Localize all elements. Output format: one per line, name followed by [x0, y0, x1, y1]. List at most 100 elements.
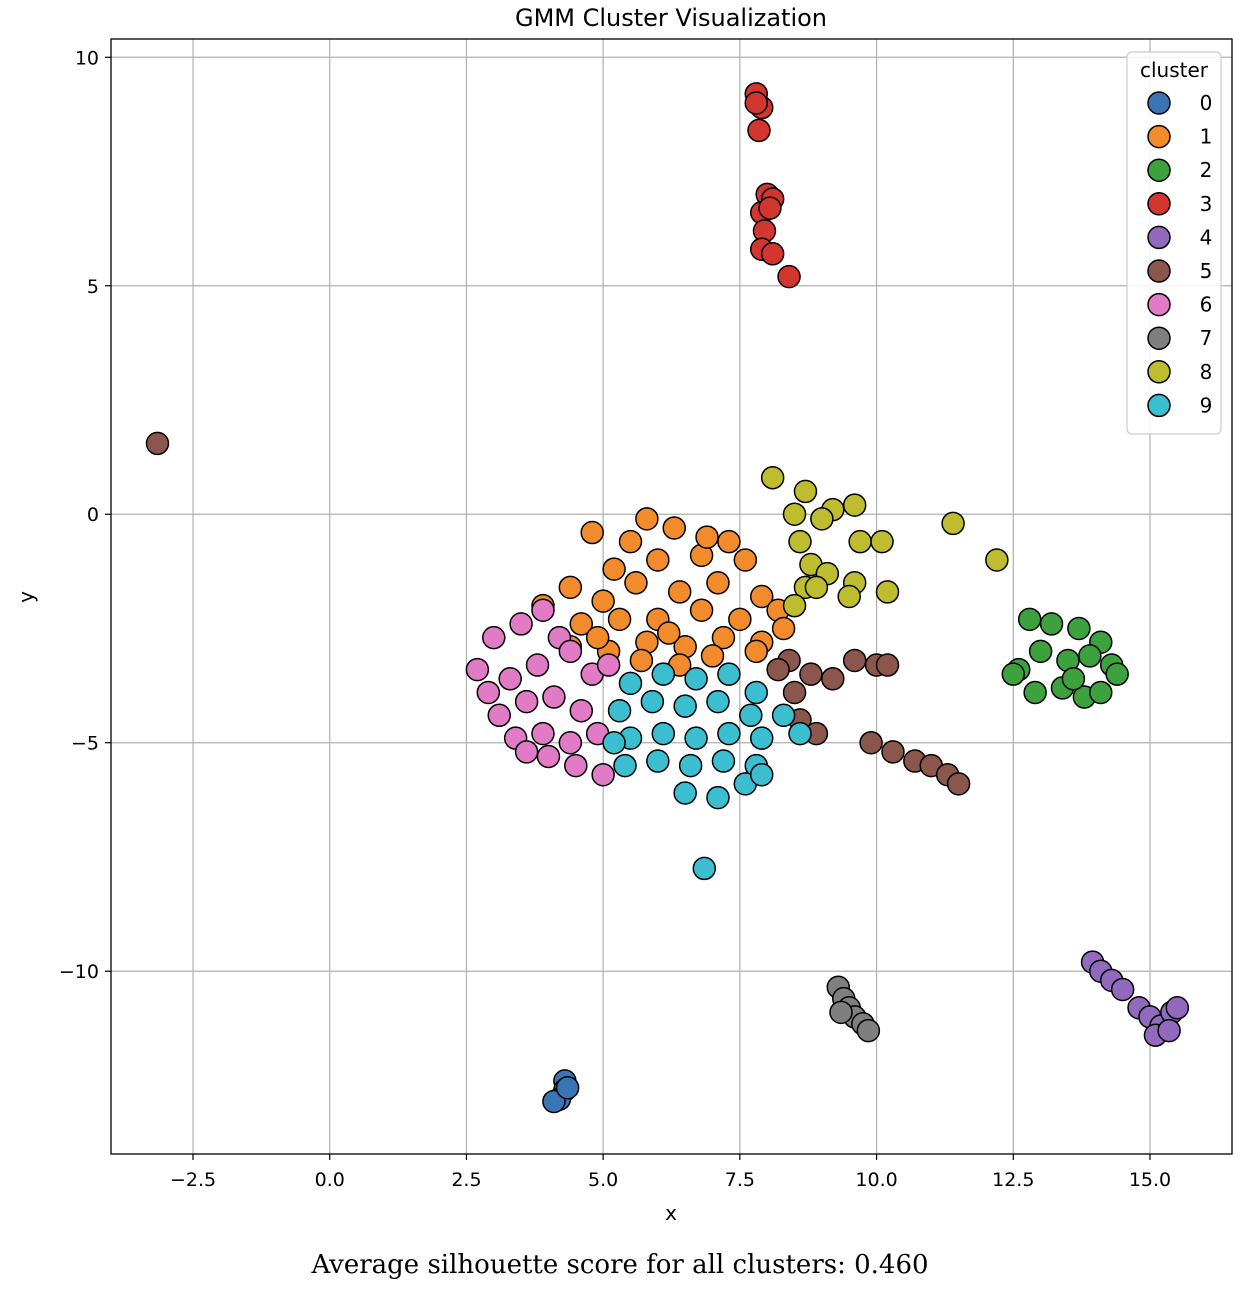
legend-marker-2 [1147, 158, 1171, 182]
point-cluster-1 [580, 520, 604, 545]
point-cluster-8 [842, 493, 867, 517]
point-cluster-1 [624, 571, 648, 595]
point-cluster-0 [555, 1075, 580, 1100]
point-cluster-9 [640, 689, 665, 714]
legend-marker-4 [1147, 225, 1171, 250]
point-cluster-9 [673, 781, 697, 805]
point-cluster-9 [646, 749, 670, 773]
point-cluster-1 [635, 507, 659, 531]
point-cluster-6 [569, 698, 594, 723]
y-tick-label: 10 [75, 47, 99, 69]
point-cluster-2 [1039, 612, 1064, 636]
point-cluster-1 [717, 529, 741, 554]
point-cluster-9 [684, 726, 708, 750]
point-cluster-6 [558, 639, 583, 664]
point-cluster-1 [744, 639, 769, 664]
scatter-chart: GMM Cluster Visualization −2.5 0.0 2.5 5.0 7… [14, 4, 1233, 1225]
legend-label: 4 [1200, 225, 1213, 249]
point-cluster-8 [782, 593, 807, 618]
point-cluster-8 [788, 529, 812, 554]
point-cluster-7 [856, 1018, 881, 1043]
point-cluster-6 [525, 653, 550, 677]
legend-label: 2 [1200, 158, 1213, 182]
x-tick-label: 2.5 [451, 1169, 481, 1191]
point-cluster-9 [788, 721, 812, 746]
point-cluster-6 [514, 740, 539, 764]
point-cluster-6 [596, 653, 621, 677]
axis-ticks: −2.5 0.0 2.5 5.0 7.5 10.0 12.5 15.0 10 5 0 −5 −10 [59, 47, 1171, 1191]
point-cluster-5 [821, 667, 845, 691]
point-cluster-6 [487, 703, 511, 728]
point-cluster-9 [651, 662, 676, 686]
point-cluster-2 [1105, 662, 1129, 686]
point-cluster-1 [667, 580, 692, 604]
point-cluster-9 [678, 753, 703, 778]
point-cluster-1 [771, 616, 796, 641]
point-cluster-1 [591, 589, 615, 613]
point-cluster-6 [482, 625, 506, 650]
point-cluster-6 [498, 667, 522, 691]
point-cluster-6 [558, 730, 583, 755]
point-cluster-1 [662, 516, 686, 540]
legend-label: 0 [1200, 91, 1213, 115]
point-cluster-1 [733, 548, 758, 572]
legend-label: 1 [1200, 125, 1213, 149]
point-cluster-5 [766, 657, 790, 682]
point-cluster-9 [717, 662, 741, 686]
legend-label: 5 [1200, 259, 1213, 283]
point-cluster-9 [692, 856, 717, 881]
point-cluster-9 [607, 698, 632, 723]
legend: cluster 0 1 2 3 4 5 6 7 8 9 [1126, 51, 1222, 435]
point-cluster-1 [607, 607, 632, 632]
point-cluster-1 [558, 575, 583, 600]
plot-frame [110, 38, 1233, 1155]
point-cluster-6 [542, 685, 566, 709]
legend-marker-6 [1147, 292, 1171, 317]
point-cluster-6 [591, 762, 615, 787]
silhouette-caption: Average silhouette score for all cluster… [311, 1250, 929, 1280]
point-cluster-8 [870, 529, 894, 554]
point-cluster-5 [799, 662, 823, 686]
point-cluster-6 [536, 744, 561, 769]
legend-label: 9 [1200, 393, 1213, 417]
point-cluster-8 [760, 465, 785, 490]
point-cluster-9 [749, 726, 774, 750]
point-cluster-8 [941, 511, 965, 536]
point-cluster-9 [673, 694, 697, 718]
x-tick-label: 12.5 [992, 1169, 1034, 1191]
point-cluster-8 [810, 507, 834, 531]
point-cluster-6 [476, 680, 501, 705]
point-cluster-2 [1089, 680, 1113, 705]
x-tick-label: 15.0 [1129, 1169, 1171, 1191]
point-cluster-9 [744, 680, 769, 705]
x-tick-label: 10.0 [855, 1169, 897, 1191]
y-tick-label: −10 [59, 961, 99, 983]
legend-marker-9 [1147, 393, 1171, 418]
point-cluster-1 [657, 621, 681, 645]
point-cluster-9 [613, 753, 637, 778]
point-cluster-9 [706, 785, 730, 810]
point-cluster-9 [711, 749, 736, 773]
data-points [145, 82, 1190, 1114]
point-cluster-1 [689, 598, 714, 622]
point-cluster-1 [706, 571, 730, 595]
point-cluster-5 [782, 680, 807, 705]
point-cluster-3 [747, 118, 771, 143]
point-cluster-1 [602, 557, 626, 581]
point-cluster-8 [782, 502, 807, 526]
point-cluster-9 [684, 667, 708, 691]
x-tick-label: 0.0 [315, 1169, 345, 1191]
legend-label: 3 [1200, 192, 1213, 216]
point-cluster-2 [1017, 607, 1042, 632]
grid [111, 39, 1232, 1154]
point-cluster-4 [1110, 977, 1135, 1002]
point-cluster-1 [585, 625, 610, 650]
point-cluster-2 [1061, 667, 1086, 691]
point-cluster-2 [1023, 680, 1047, 705]
point-cluster-5 [842, 648, 867, 673]
point-cluster-1 [700, 644, 725, 668]
y-tick-label: −5 [71, 733, 99, 755]
point-cluster-1 [711, 625, 736, 650]
point-cluster-5 [145, 431, 170, 456]
point-cluster-1 [646, 548, 670, 572]
